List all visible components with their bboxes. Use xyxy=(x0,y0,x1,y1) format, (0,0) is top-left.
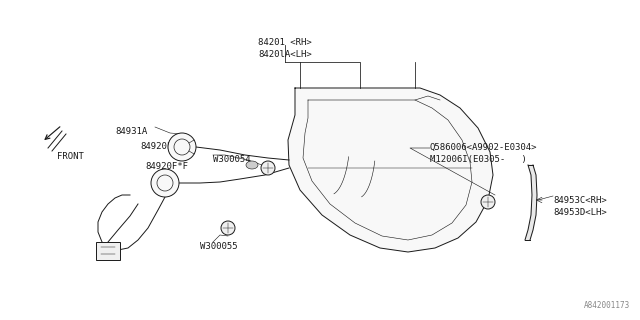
Circle shape xyxy=(221,221,235,235)
Polygon shape xyxy=(525,165,537,240)
Text: W300054: W300054 xyxy=(213,155,251,164)
Text: 84931A: 84931A xyxy=(115,127,147,136)
Polygon shape xyxy=(288,88,493,252)
Text: Q586006<A9902-E0304>: Q586006<A9902-E0304> xyxy=(430,143,538,152)
Text: 84920F*G: 84920F*G xyxy=(140,142,183,151)
Text: W300055: W300055 xyxy=(200,242,237,251)
Text: 84920F*F: 84920F*F xyxy=(145,162,188,171)
Text: 84953C<RH>: 84953C<RH> xyxy=(553,196,607,205)
Circle shape xyxy=(168,133,196,161)
Circle shape xyxy=(261,161,275,175)
Ellipse shape xyxy=(246,161,258,169)
Text: M12006I(E0305-   ): M12006I(E0305- ) xyxy=(430,155,527,164)
Text: 84201 <RH>: 84201 <RH> xyxy=(258,38,312,47)
Text: 8420lA<LH>: 8420lA<LH> xyxy=(258,50,312,59)
Bar xyxy=(96,242,120,260)
Text: 84953D<LH>: 84953D<LH> xyxy=(553,208,607,217)
Circle shape xyxy=(481,195,495,209)
Text: A842001173: A842001173 xyxy=(584,301,630,310)
Circle shape xyxy=(151,169,179,197)
Text: FRONT: FRONT xyxy=(57,152,84,161)
